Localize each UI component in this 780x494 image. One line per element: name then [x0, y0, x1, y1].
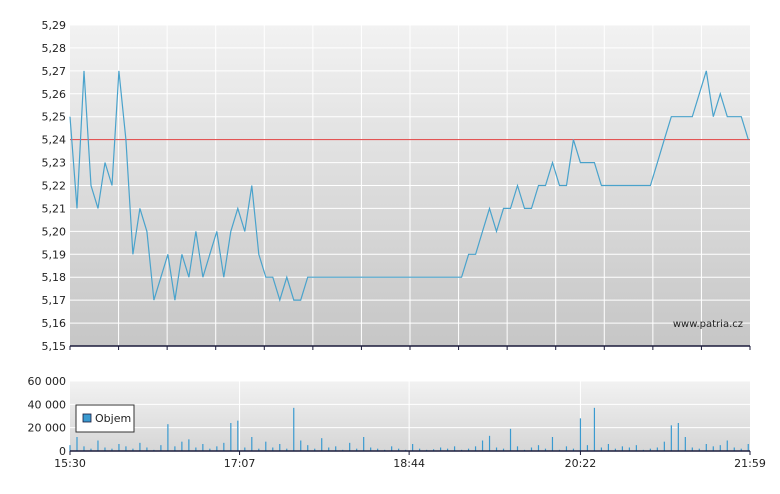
price-y-tick-label: 5,21: [42, 202, 67, 215]
legend-swatch: [82, 413, 92, 423]
volume-x-tick-label: 21:59: [734, 457, 766, 470]
price-y-tick-label: 5,28: [42, 42, 67, 55]
volume-y-tick-label: 60 000: [28, 375, 67, 388]
price-y-tick-label: 5,20: [42, 225, 67, 238]
watermark-label: www.patria.cz: [673, 319, 743, 330]
price-y-tick-label: 5,19: [42, 248, 67, 261]
volume-x-tick-label: 15:30: [54, 457, 86, 470]
volume-y-tick-label: 0: [59, 445, 66, 458]
volume-plot-background: [70, 381, 750, 451]
volume-x-ticks: 15:30 17:07 18:44 20:22 21:59: [54, 451, 766, 470]
price-y-tick-label: 5,17: [42, 294, 67, 307]
price-y-tick-label: 5,29: [42, 19, 67, 32]
price-x-ticks: [69, 346, 751, 350]
volume-x-tick-label: 18:44: [393, 457, 425, 470]
volume-x-tick-label: 20:22: [565, 457, 597, 470]
price-y-tick-label: 5,18: [42, 271, 67, 284]
volume-grid: [70, 380, 750, 451]
price-y-tick-label: 5,22: [42, 180, 67, 193]
legend-label: Objem: [95, 412, 131, 425]
price-y-tick-label: 5,25: [42, 111, 67, 124]
price-y-tick-label: 5,27: [42, 65, 67, 78]
volume-x-tick-label: 17:07: [224, 457, 256, 470]
volume-y-tick-label: 40 000: [28, 398, 67, 411]
price-series-line: [69, 70, 749, 303]
price-y-tick-label: 5,16: [42, 317, 67, 330]
volume-legend: Objem: [75, 404, 135, 433]
price-y-tick-label: 5,15: [42, 340, 67, 353]
price-y-tick-label: 5,26: [42, 88, 67, 101]
volume-y-tick-label: 20 000: [28, 422, 67, 435]
price-y-tick-label: 5,24: [42, 134, 67, 147]
volume-y-tick-labels: 0 20 000 40 000 60 000: [28, 375, 67, 458]
price-y-tick-labels: 5,15 5,16 5,17 5,18 5,19 5,20 5,21 5,22 5,23 5,24…: [42, 19, 67, 353]
price-y-tick-label: 5,23: [42, 157, 67, 170]
